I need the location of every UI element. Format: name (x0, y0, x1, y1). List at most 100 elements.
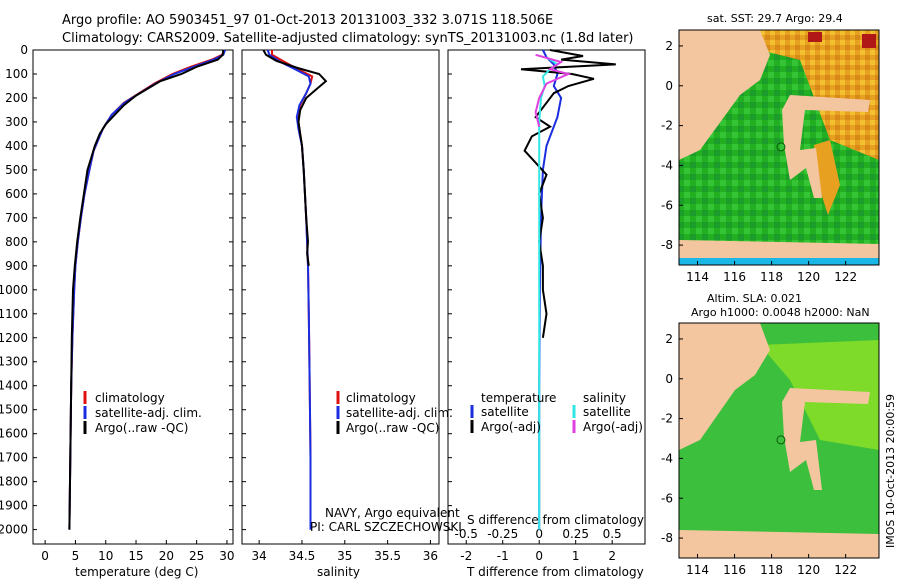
x-tick-label: 34.5 (289, 549, 316, 563)
salinity-axis-label: salinity (317, 565, 360, 579)
legend-label-argo: Argo(..raw -QC) (95, 421, 188, 435)
map-x-tick-label: 116 (723, 563, 746, 577)
depth-tick-label: 1400 (0, 379, 28, 393)
depth-tick-label: 100 (5, 67, 28, 81)
map-y-tick-label: -6 (661, 198, 673, 212)
x-tick-label: 0 (41, 549, 49, 563)
t-diff-axis-label: T difference from climatology (466, 565, 644, 579)
legend-label-climatology: climatology (95, 391, 165, 405)
depth-tick-label: 1600 (0, 427, 28, 441)
depth-tick-label: 1900 (0, 499, 28, 513)
legend-label-satellite: satellite-adj. clim. (95, 406, 202, 420)
sla-map-axes: 114 116 118 120 122 2 0 -2 -4 -6 -8 (661, 332, 857, 577)
title-line-2: Climatology: CARS2009. Satellite-adjuste… (62, 31, 634, 46)
sla-map-title: Altim. SLA: 0.021 (707, 292, 802, 305)
map-x-tick-label: 122 (834, 563, 857, 577)
x-tick-label: 10 (98, 549, 113, 563)
legend-label-s-argo: Argo(-adj) (583, 420, 643, 434)
temperature-panel (32, 49, 234, 545)
salinity-legend: climatology satellite-adj. clim. Argo(..… (310, 391, 462, 534)
depth-tick-label: 1700 (0, 451, 28, 465)
depth-tick-label: 0 (20, 43, 28, 57)
map-y-tick-label: 2 (665, 39, 673, 53)
sst-map (679, 30, 879, 265)
difference-panel (447, 49, 646, 545)
legend-label-climatology: climatology (346, 391, 416, 405)
map-y-tick-label: 0 (665, 372, 673, 386)
map-y-tick-label: -6 (661, 491, 673, 505)
depth-tick-label: 1500 (0, 403, 28, 417)
s-tick-label: 0.5 (603, 527, 622, 541)
x-tick-label: 20 (159, 549, 174, 563)
sst-warm-region (760, 30, 879, 160)
x-tick-label: 34 (251, 549, 266, 563)
map-x-tick-label: 120 (797, 563, 820, 577)
depth-tick-label: 1200 (0, 331, 28, 345)
series-satellite (266, 49, 312, 530)
x-tick-label: 0 (535, 549, 543, 563)
map-y-tick-label: -2 (661, 412, 673, 426)
map-x-tick-label: 118 (760, 563, 783, 577)
sla-map-subtitle: Argo h1000: 0.0048 h2000: NaN (691, 306, 870, 319)
southern-islands (679, 530, 879, 558)
depth-tick-label: 2000 (0, 523, 28, 537)
salinity-panel (241, 49, 440, 545)
map-y-tick-label: 0 (665, 79, 673, 93)
depth-tick-label: 1100 (0, 307, 28, 321)
sst-map-axes: 114 116 118 120 122 2 0 -2 -4 -6 -8 (661, 39, 857, 284)
depth-tick-label: 300 (5, 115, 28, 129)
s-diff-axis-label: S difference from climatology (467, 513, 644, 527)
legend-label-t-argo: Argo(-adj) (481, 420, 541, 434)
depth-tick-label: 800 (5, 235, 28, 249)
sulawesi-land (782, 388, 870, 490)
x-tick-label: 35.5 (374, 549, 401, 563)
difference-plot: -2 -1 0 1 2 -0.5 -0.25 0 0.25 0.5 (455, 49, 622, 563)
x-tick-label: 2 (608, 549, 616, 563)
depth-axis: 0 100 200 300 400 500 600 700 800 900 1000 1100 1200… (0, 43, 452, 537)
x-tick-label: -1 (497, 549, 509, 563)
x-tick-label: 1 (572, 549, 580, 563)
s-tick-label: -0.5 (455, 527, 478, 541)
map-y-tick-label: -4 (661, 158, 673, 172)
depth-tick-label: 500 (5, 163, 28, 177)
depth-tick-label: 700 (5, 211, 28, 225)
map-y-tick-label: -8 (661, 531, 673, 545)
borneo-land (679, 323, 770, 450)
s-tick-label: 0 (535, 527, 543, 541)
sulawesi-land (782, 95, 870, 198)
x-tick-label: 25 (189, 549, 204, 563)
map-y-tick-label: -2 (661, 119, 673, 133)
depth-tick-label: 1000 (0, 283, 28, 297)
sla-map-frame (678, 322, 880, 559)
depth-tick-label: 600 (5, 187, 28, 201)
legend-title-temperature: temperature (481, 391, 556, 405)
sla-map (679, 323, 879, 558)
depth-tick-label: 1300 (0, 355, 28, 369)
legend-label-t-satellite: satellite (481, 405, 529, 419)
argo-position-marker (776, 435, 786, 445)
x-tick-label: 35 (337, 549, 352, 563)
temperature-axis-label: temperature (deg C) (75, 565, 198, 579)
series-argo (262, 49, 328, 266)
title-line-1: Argo profile: AO 5903451_97 01-Oct-2013 … (62, 13, 553, 28)
depth-tick-label: 1800 (0, 475, 28, 489)
x-tick-label: -2 (460, 549, 472, 563)
series-s-argo (534, 53, 572, 127)
map-x-tick-label: 114 (686, 563, 709, 577)
s-tick-label: 0.25 (562, 527, 589, 541)
argo-position-marker (776, 142, 786, 152)
temperature-plot: 0 5 10 15 20 25 30 (41, 49, 235, 563)
x-tick-label: 36 (423, 549, 438, 563)
temperature-legend: climatology satellite-adj. clim. Argo(..… (83, 391, 202, 435)
borneo-land (679, 30, 770, 160)
map-x-tick-label: 120 (797, 270, 820, 284)
sst-hot-patch (862, 34, 876, 48)
s-tick-label: -0.25 (487, 527, 518, 541)
depth-tick-label: 900 (5, 259, 28, 273)
sst-map-title: sat. SST: 29.7 Argo: 29.4 (707, 12, 843, 25)
sst-hot-patch (808, 32, 822, 42)
map-x-tick-label: 118 (760, 270, 783, 284)
map-y-tick-label: -4 (661, 451, 673, 465)
difference-legend: temperature satellite Argo(-adj) salinit… (470, 391, 643, 434)
